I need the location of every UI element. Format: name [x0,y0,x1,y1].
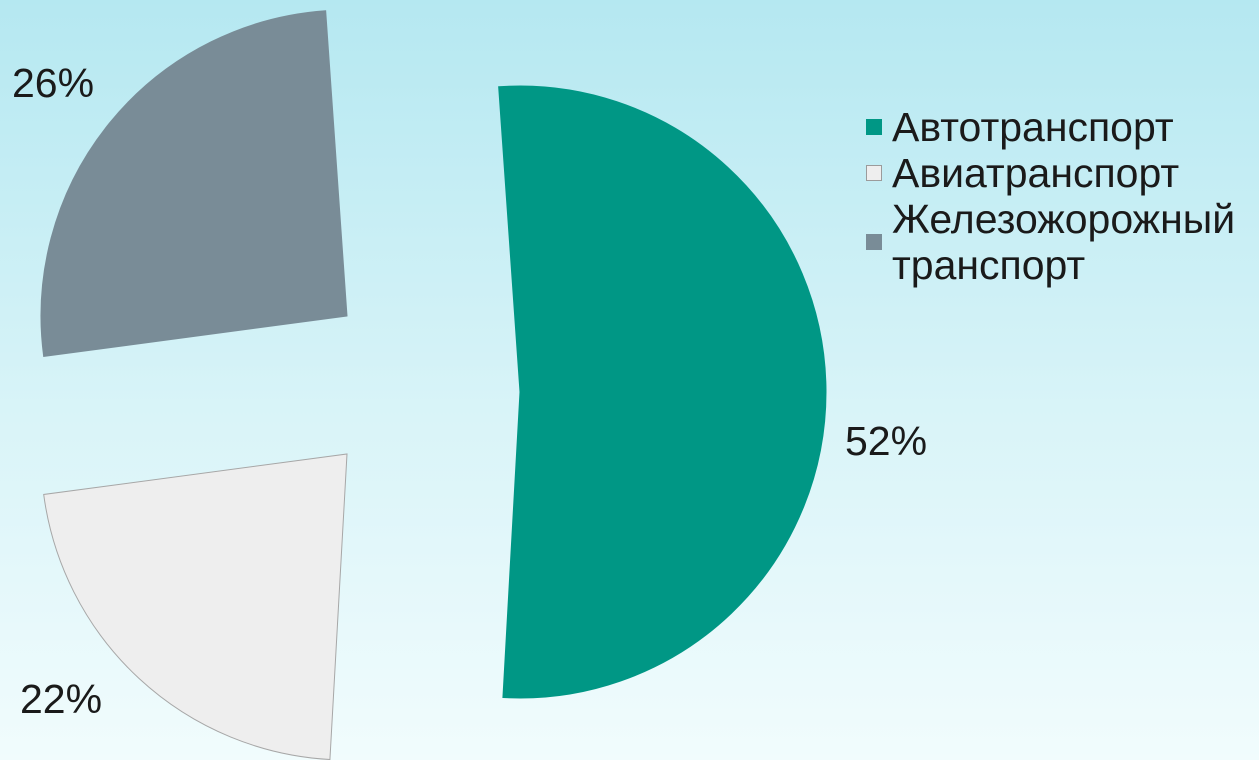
pie-slice-2 [40,10,348,358]
legend-swatch-aviatransport [866,165,882,181]
chart-legend: Автотранспорт Авиатранспорт Железожорожн… [866,104,1256,288]
legend-swatch-rail-transport [866,234,882,250]
pie-slice-label-2: 26% [12,60,94,106]
pie-slice-1 [43,453,348,760]
legend-item-aviatransport: Авиатранспорт [866,150,1256,196]
legend-label-rail-transport: Железожорожный транспорт [892,196,1236,288]
legend-swatch-avtotransport [866,119,882,135]
legend-label-aviatransport: Авиатранспорт [892,150,1180,196]
legend-item-rail-transport: Железожорожный транспорт [866,196,1256,288]
legend-label-avtotransport: Автотранспорт [892,104,1174,150]
legend-item-avtotransport: Автотранспорт [866,104,1256,150]
pie-slice-0 [498,85,827,699]
pie-slice-label-1: 22% [20,676,102,722]
pie-slice-label-0: 52% [845,418,927,464]
